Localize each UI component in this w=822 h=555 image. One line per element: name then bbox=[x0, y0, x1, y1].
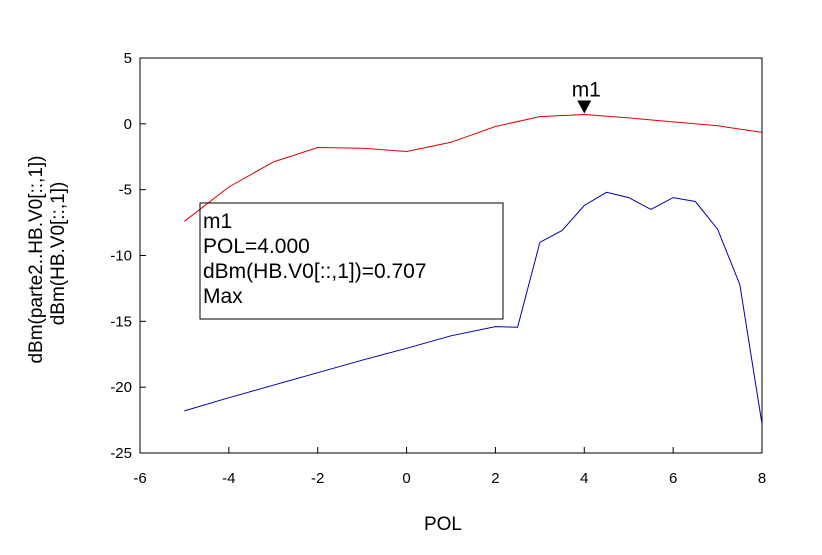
x-tick-label: 8 bbox=[758, 470, 766, 487]
y-tick-label: 5 bbox=[124, 50, 132, 67]
x-axis-title: POL bbox=[424, 514, 462, 535]
y-tick-label: -20 bbox=[110, 379, 132, 396]
y-tick-label: -10 bbox=[110, 248, 132, 265]
x-tick-label: 6 bbox=[669, 470, 677, 487]
marker-label: m1 bbox=[572, 79, 601, 102]
y-tick-label: -15 bbox=[110, 313, 132, 330]
x-tick-label: -6 bbox=[133, 470, 146, 487]
series-line-1 bbox=[184, 113, 763, 222]
readout-line-x-value: POL=4.000 bbox=[203, 235, 310, 258]
y-axis-title-blue: dBm(parte2..HB.V0[::,1]) bbox=[26, 155, 47, 363]
x-tick-label: 4 bbox=[580, 470, 588, 487]
y-tick-label: -25 bbox=[110, 445, 132, 462]
y-tick-label: -5 bbox=[119, 182, 132, 199]
x-tick-label: -4 bbox=[222, 470, 235, 487]
y-tick-label: 0 bbox=[124, 116, 132, 133]
x-tick-label: 0 bbox=[402, 470, 410, 487]
x-tick-label: -2 bbox=[311, 470, 324, 487]
x-tick-label: 2 bbox=[491, 470, 499, 487]
readout-line-marker-name: m1 bbox=[203, 210, 232, 233]
y-axis-title-red: dBm(HB.V0[::,1]) bbox=[48, 182, 69, 326]
readout-line-y-value: dBm(HB.V0[::,1])=0.707 bbox=[203, 260, 427, 283]
marker-readout-box: m1 POL=4.000 dBm(HB.V0[::,1])=0.707 Max bbox=[199, 202, 504, 320]
marker-triangle[interactable] bbox=[577, 100, 592, 114]
readout-line-mode: Max bbox=[203, 285, 243, 308]
series-line-2 bbox=[184, 191, 763, 425]
